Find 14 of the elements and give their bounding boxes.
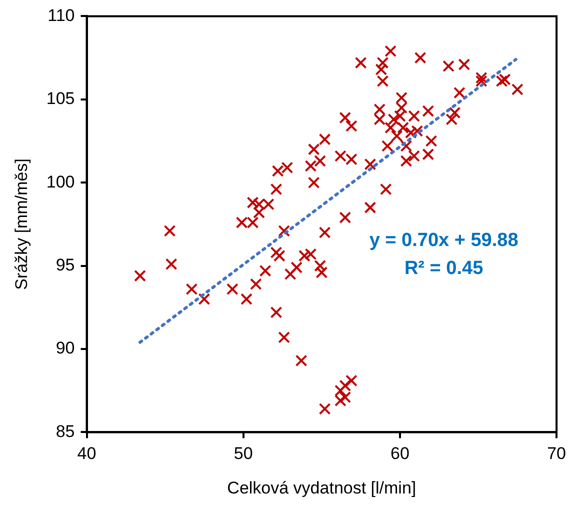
x-tick-label: 50 bbox=[234, 444, 253, 464]
y-tick-label: 85 bbox=[56, 422, 75, 441]
y-axis-title: Srážky [mm/měs] bbox=[12, 158, 31, 290]
annotation: y = 0.70x + 59.88 bbox=[369, 230, 518, 252]
x-axis-title: Celková vydatnost [l/min] bbox=[227, 478, 416, 498]
annotation: R² = 0.45 bbox=[404, 258, 484, 280]
y-tick-label: 100 bbox=[46, 172, 75, 192]
x-tick-label: 40 bbox=[77, 444, 96, 464]
x-tick-label: 70 bbox=[547, 444, 566, 464]
y-tick-label: 110 bbox=[48, 6, 75, 25]
x-tick-label: 60 bbox=[390, 444, 410, 464]
y-tick-label: 105 bbox=[46, 89, 75, 108]
y-tick-label: 90 bbox=[56, 338, 75, 358]
y-tick-label: 95 bbox=[56, 255, 75, 274]
